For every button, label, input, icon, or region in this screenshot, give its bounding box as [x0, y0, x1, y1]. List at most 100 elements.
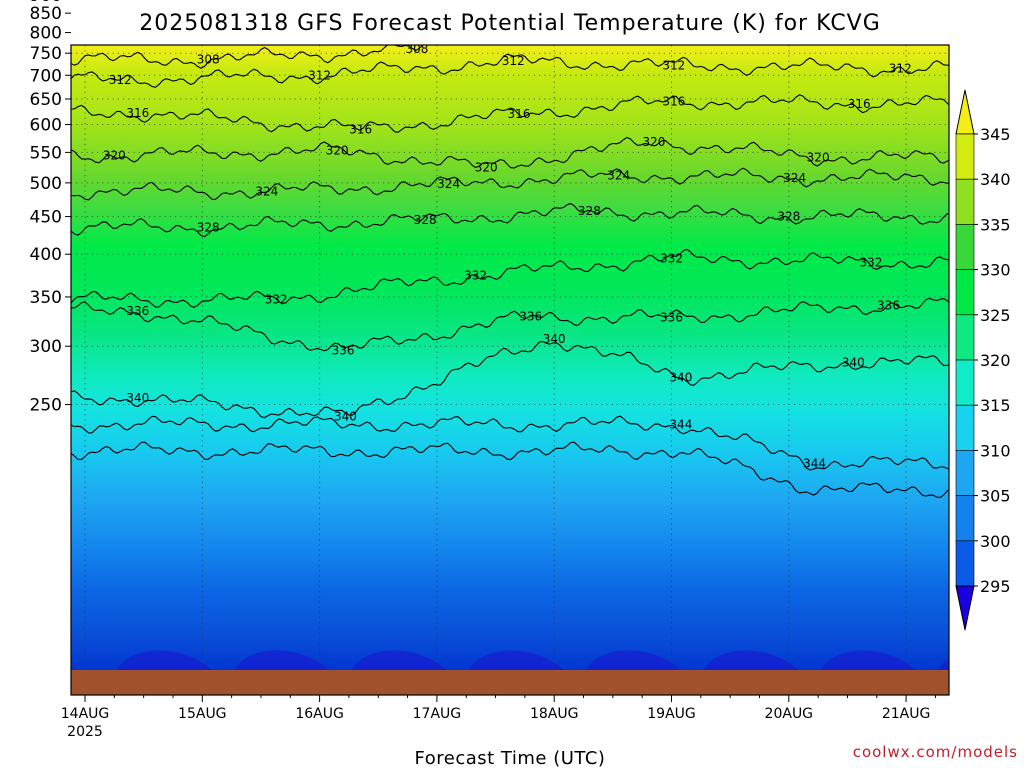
contour-label: 320 [103, 148, 126, 162]
contour-label: 312 [502, 54, 525, 68]
colorbar-label: 300 [980, 532, 1011, 551]
y-tick-label: 750 [30, 44, 62, 64]
contour-label: 344 [803, 456, 826, 470]
contour-label: 316 [848, 97, 871, 111]
contour-label: 324 [783, 171, 806, 185]
x-axis: 14AUG 15AUG 16AUG 17AUG 18AUG 19AUG 20AUG 21AUG… [61, 695, 936, 740]
contour-label: 336 [877, 298, 900, 312]
contour-label: 316 [126, 106, 149, 120]
contour-label: 340 [842, 356, 865, 370]
y-axis: 250 300 350 400 450 500 550 600 650 7007508008509… [30, 0, 71, 416]
x-year-label: 2025 [67, 724, 103, 740]
surface-cell [586, 650, 682, 670]
colorbar-label: 340 [980, 170, 1011, 189]
colorbar-swatch [955, 540, 975, 587]
y-tick-label: 700 [30, 66, 62, 86]
contour-label: 332 [859, 255, 882, 269]
y-tick-label: 800 [30, 24, 62, 44]
contour-label: 332 [464, 269, 487, 283]
colorbar-label: 295 [980, 577, 1011, 596]
x-tick-label: 15AUG [178, 706, 227, 722]
y-tick-label: 600 [30, 116, 62, 136]
contour-label: 308 [406, 42, 429, 56]
colorbar-label: 305 [980, 487, 1011, 506]
colorbar-swatch [955, 404, 975, 451]
y-tick-label: 900 [30, 0, 62, 6]
contour-label: 308 [543, 0, 566, 7]
y-tick-label: 850 [30, 4, 62, 24]
colorbar: 345 340 335 330 325 320 315 310 305 300 295 [955, 89, 1011, 631]
contour-line-328 [71, 202, 949, 238]
surface-cell [234, 650, 330, 670]
colorbar-label: 345 [980, 125, 1011, 144]
x-tick-label: 18AUG [530, 706, 579, 722]
y-tick-label: 500 [30, 174, 62, 194]
contour-label: 312 [308, 68, 331, 82]
contour-label: 312 [889, 61, 912, 75]
contour-label: 312 [109, 73, 132, 87]
contour-label: 316 [662, 94, 685, 108]
y-tick-label: 450 [30, 208, 62, 228]
y-tick-label: 550 [30, 143, 62, 163]
contour-line-336 [71, 297, 949, 352]
surface-cell [938, 658, 949, 670]
contour-label: 332 [265, 293, 288, 307]
contour-label: 332 [660, 251, 683, 265]
contour-label: 312 [662, 58, 685, 72]
contour-line-320 [71, 136, 949, 169]
contour-line-316 [71, 94, 949, 133]
contour-line-348 [71, 441, 949, 499]
contour-label: 304 [302, 0, 325, 4]
contour-label: 320 [326, 144, 349, 158]
contour-label: 328 [777, 210, 800, 224]
y-tick-label: 250 [30, 396, 62, 416]
y-tick-label: 300 [30, 337, 62, 357]
contour-line-308 [71, 45, 949, 69]
contour-label: 320 [807, 151, 830, 165]
grid [71, 45, 949, 695]
contour-label: 340 [334, 409, 357, 423]
contour-label: 308 [197, 53, 220, 67]
contour-label: 324 [437, 177, 460, 191]
colorbar-top-arrow [955, 89, 975, 135]
contour-label: 336 [660, 311, 683, 325]
colorbar-swatch [955, 495, 975, 542]
credit-text: coolwx.com/models [853, 743, 1018, 761]
contour-label: 324 [255, 184, 278, 198]
colorbar-swatch [955, 314, 975, 361]
y-tick-label: 400 [30, 245, 62, 265]
y-tick-label: 650 [30, 90, 62, 110]
colorbar-swatch [955, 450, 975, 496]
contour-label: 340 [669, 371, 692, 385]
colorbar-label: 320 [980, 351, 1011, 370]
surface-cell [117, 650, 213, 670]
contour-line-312 [71, 53, 949, 88]
colorbar-label: 325 [980, 306, 1011, 325]
surface-cell [820, 650, 916, 670]
contour-label: 316 [349, 122, 372, 136]
contour-label: 328 [197, 220, 220, 234]
colorbar-label: 315 [980, 396, 1011, 415]
surface-cell [351, 650, 447, 670]
x-axis-label: Forecast Time (UTC) [415, 748, 606, 768]
colorbar-label: 330 [980, 261, 1011, 280]
x-tick-label: 17AUG [413, 706, 462, 722]
contour-label: 324 [607, 168, 630, 182]
contour-label: 336 [519, 310, 542, 324]
x-tick-label: 16AUG [295, 706, 344, 722]
fill-variations [117, 650, 949, 670]
contour-label: 328 [578, 204, 601, 218]
colorbar-swatch [955, 359, 975, 406]
contour-line-340 [71, 340, 949, 419]
contour-lines [71, 45, 949, 499]
contour-label: 340 [126, 391, 149, 405]
x-tick-label: 21AUG [882, 706, 931, 722]
colorbar-label: 335 [980, 215, 1011, 234]
surface-cell [469, 650, 565, 670]
contour-label: 320 [642, 135, 665, 149]
contour-label: 316 [508, 107, 531, 121]
contour-label: 336 [332, 344, 355, 358]
